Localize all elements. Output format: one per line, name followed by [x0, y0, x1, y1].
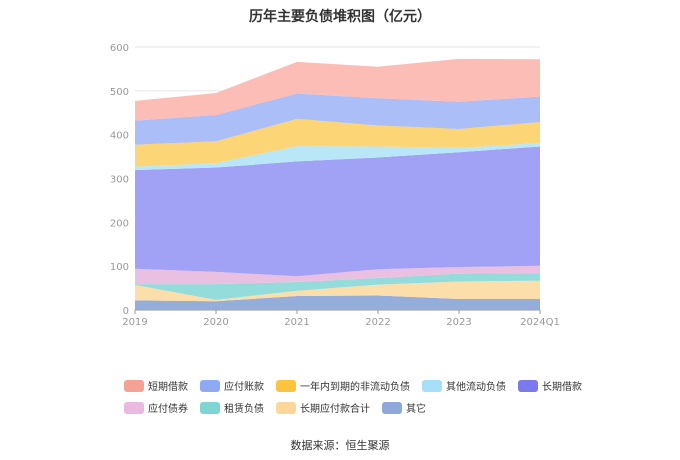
legend-label: 长期应付款合计	[300, 404, 370, 415]
legend-label: 其他流动负债	[446, 382, 506, 393]
area-一年内到期的非流动负债	[135, 118, 540, 167]
axes: 2019 2020 2021 2022 2023 2024Q1	[122, 310, 560, 328]
area-series-group	[135, 58, 540, 310]
legend-label: 短期借款	[148, 382, 188, 393]
legend-row-2: 应付债券 租赁负债 长期应付款合计 其它	[0, 400, 680, 415]
legend-swatch	[276, 401, 296, 414]
legend-item[interactable]: 其它	[382, 400, 426, 415]
legend-swatch	[124, 379, 144, 392]
legend-swatch	[276, 379, 296, 392]
x-tick-label: 2021	[284, 317, 309, 328]
legend-item[interactable]: 租赁负债	[200, 400, 264, 415]
legend-item[interactable]: 应付账款	[200, 378, 264, 393]
stacked-area-chart: 0 100 200 300 400 500 600 2019 2020 2021 2022 2023…	[110, 43, 560, 328]
area-长期应付款合计	[135, 280, 540, 302]
legend-swatch	[382, 401, 402, 414]
y-tick-label: 300	[110, 175, 129, 186]
area-其它	[135, 295, 540, 310]
legend-label: 应付债券	[148, 404, 188, 415]
legend-label: 应付账款	[224, 382, 264, 393]
y-tick-label: 500	[110, 87, 129, 98]
legend-row-1: 短期借款 应付账款 一年内到期的非流动负债 其他流动负债 长期借款	[0, 378, 680, 393]
y-tick-label: 400	[110, 131, 129, 142]
legend-label: 一年内到期的非流动负债	[300, 382, 410, 393]
area-其他流动负债	[135, 142, 540, 171]
y-tick-label: 200	[110, 218, 129, 229]
area-应付账款	[135, 93, 540, 145]
source-note: 数据来源：恒生聚源	[290, 439, 390, 452]
legend-item[interactable]: 一年内到期的非流动负债	[276, 378, 410, 393]
x-tick-label: 2024Q1	[520, 317, 560, 328]
legend-item[interactable]: 长期应付款合计	[276, 400, 370, 415]
legend-swatch	[422, 379, 442, 392]
legend-swatch	[518, 379, 538, 392]
x-tick-label: 2023	[446, 317, 471, 328]
x-tick-label: 2020	[203, 317, 228, 328]
area-长期借款	[135, 146, 540, 277]
chart-title: 历年主要负债堆积图（亿元）	[249, 9, 431, 25]
legend-swatch	[124, 401, 144, 414]
legend-item[interactable]: 应付债券	[124, 400, 188, 415]
legend-swatch	[200, 379, 220, 392]
y-tick-label: 100	[110, 262, 129, 273]
legend-item[interactable]: 其他流动负债	[422, 378, 506, 393]
legend-item[interactable]: 长期借款	[518, 378, 582, 393]
area-短期借款	[135, 58, 540, 121]
y-tick-label: 0	[123, 306, 129, 317]
legend: 短期借款 应付账款 一年内到期的非流动负债 其他流动负债 长期借款 应付债券 租赁负债 长期…	[0, 378, 680, 415]
area-租赁负债	[135, 273, 540, 300]
area-应付债券	[135, 265, 540, 285]
legend-label: 长期借款	[542, 382, 582, 393]
x-tick-label: 2019	[122, 317, 147, 328]
legend-label: 其它	[406, 404, 426, 415]
legend-item[interactable]: 短期借款	[124, 378, 188, 393]
legend-swatch	[200, 401, 220, 414]
x-tick-label: 2022	[365, 317, 390, 328]
y-tick-label: 600	[110, 43, 129, 54]
legend-label: 租赁负债	[224, 404, 264, 415]
